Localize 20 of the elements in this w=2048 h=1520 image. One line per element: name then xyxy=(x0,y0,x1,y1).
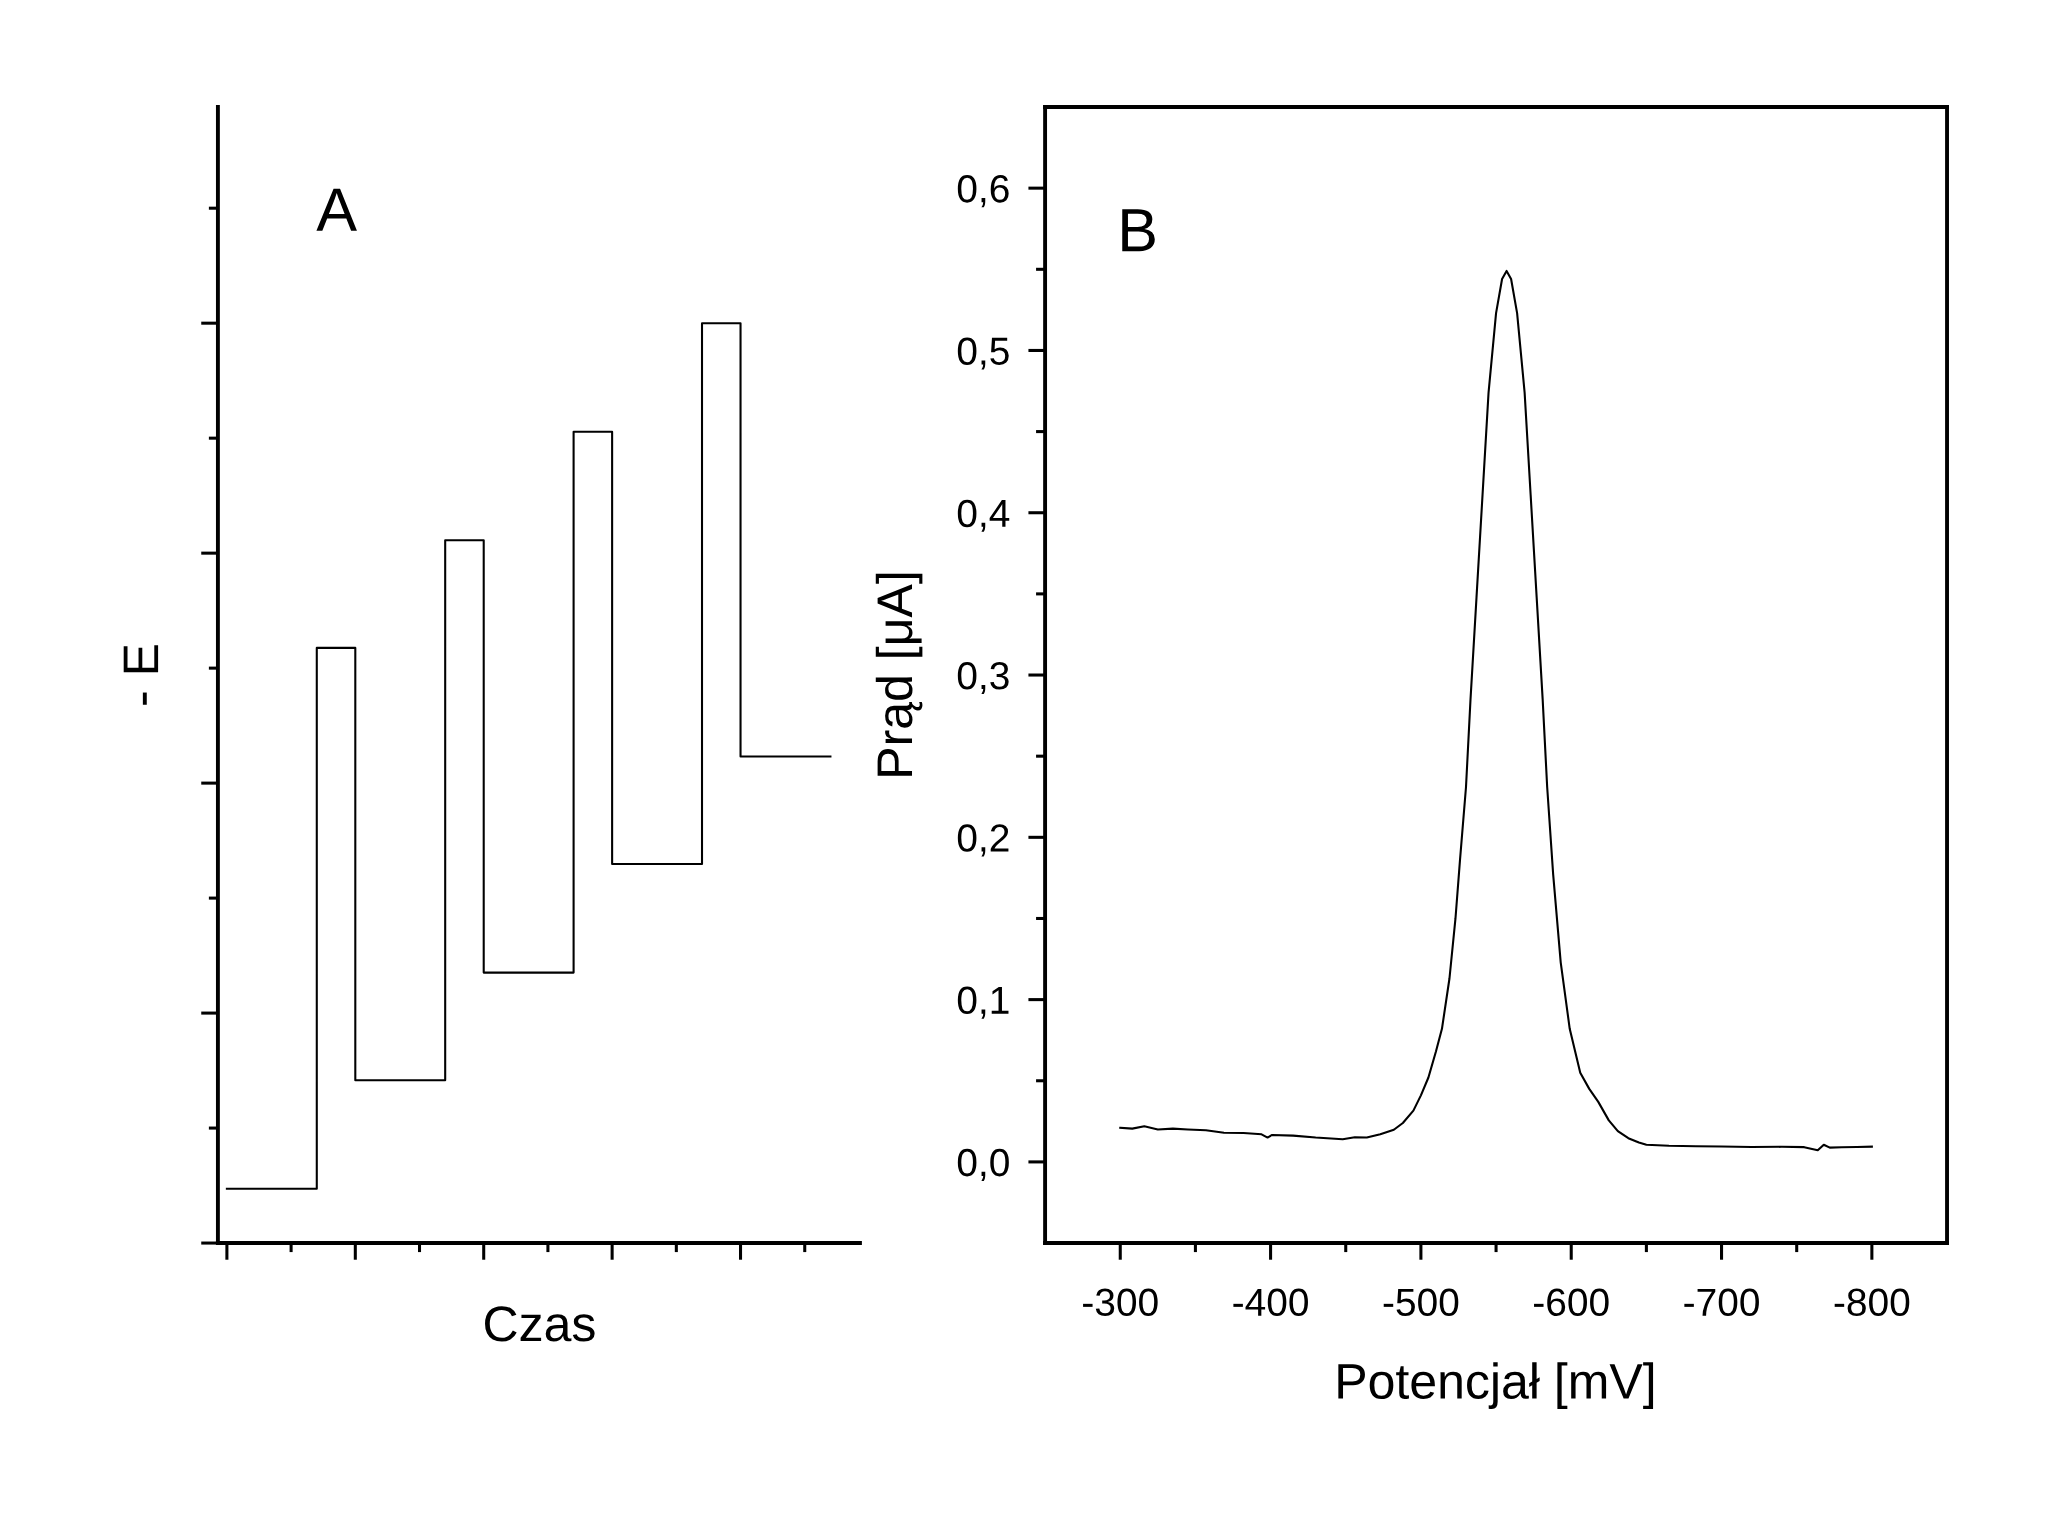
x-axis-title: Czas xyxy=(485,1306,595,1342)
line-series xyxy=(1119,269,1873,1152)
y-tick-label: 0,1 xyxy=(957,986,1009,1019)
y-tick-label: 0,6 xyxy=(957,175,1009,208)
x-tick-label: -800 xyxy=(1834,1288,1910,1317)
x-tick-label: -600 xyxy=(1534,1288,1609,1317)
y-axis-title: - E xyxy=(123,645,159,705)
x-tick-label: -300 xyxy=(1083,1288,1158,1317)
x-tick-label: -700 xyxy=(1684,1288,1759,1317)
y-tick-label: 0,3 xyxy=(957,661,1009,695)
text: A xyxy=(316,188,357,231)
y-tick-label: 0,0 xyxy=(957,1148,1009,1181)
x-tick-label: -400 xyxy=(1233,1288,1308,1317)
y-tick-label: 0,4 xyxy=(957,499,1010,532)
annotation: B xyxy=(1122,209,1155,252)
y-tick-label: 0,2 xyxy=(957,824,1009,857)
x-tick-label: -500 xyxy=(1383,1288,1459,1317)
x-axis-title: Potencjał [mV] xyxy=(1338,1362,1654,1409)
y-tick-label: 0,5 xyxy=(957,337,1009,370)
y-axis-title: Prąd [μA] xyxy=(875,573,923,776)
